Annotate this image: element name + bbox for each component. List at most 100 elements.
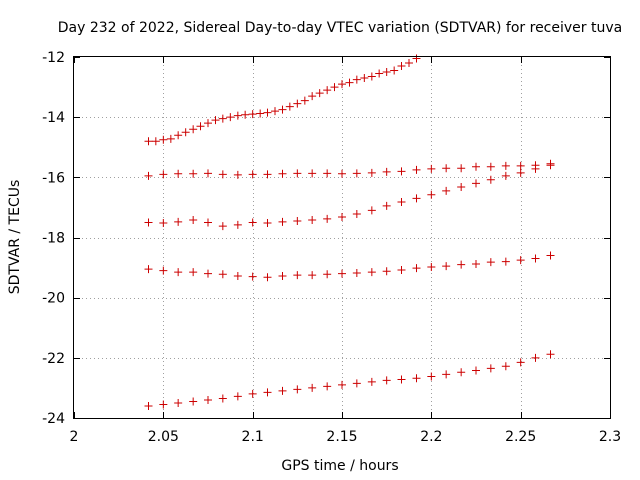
data-point — [144, 218, 153, 227]
data-point — [278, 105, 287, 114]
data-point — [427, 262, 436, 271]
grid — [74, 57, 610, 418]
x-tick-label: 2.25 — [505, 429, 536, 445]
data-point — [204, 119, 212, 128]
data-point — [323, 214, 332, 223]
data-point — [248, 170, 257, 179]
data-point — [546, 161, 555, 170]
data-point — [457, 368, 466, 377]
data-point — [308, 216, 317, 225]
data-point — [241, 110, 250, 119]
x-tick-label: 2.1 — [242, 429, 264, 445]
data-point — [345, 78, 354, 87]
data-point — [397, 62, 406, 71]
data-point — [218, 114, 227, 123]
data-point — [293, 385, 302, 394]
data-point — [263, 170, 272, 179]
data-point — [412, 264, 421, 273]
data-point — [285, 102, 294, 111]
data-point — [159, 219, 168, 228]
data-point — [151, 137, 160, 146]
data-point — [248, 110, 257, 119]
data-point — [486, 162, 495, 171]
data-point — [174, 217, 183, 226]
data-point — [293, 99, 302, 108]
data-point — [338, 380, 346, 389]
data-point — [293, 271, 302, 280]
data-point — [144, 265, 153, 274]
data-point — [367, 72, 376, 81]
series-5 — [144, 350, 555, 410]
data-point — [397, 198, 406, 207]
data-point — [531, 353, 540, 362]
data-point — [233, 220, 242, 229]
data-point — [367, 268, 376, 277]
data-point — [323, 169, 332, 178]
data-point — [360, 74, 369, 83]
data-point — [211, 116, 220, 125]
data-point — [375, 69, 384, 78]
data-point — [233, 272, 242, 281]
data-point — [397, 265, 406, 274]
data-point — [501, 362, 510, 371]
data-point — [226, 113, 235, 122]
data-point — [352, 210, 361, 219]
data-point — [204, 395, 212, 404]
data-point — [442, 370, 451, 379]
y-tick-label: -12 — [42, 50, 65, 66]
data-point — [457, 182, 466, 191]
data-point — [218, 394, 227, 403]
x-tick-label: 2.2 — [420, 429, 442, 445]
data-point — [442, 186, 451, 195]
data-points — [144, 54, 555, 410]
data-point — [516, 256, 525, 265]
data-point — [486, 258, 495, 267]
x-tick-label: 2 — [70, 429, 79, 445]
data-point — [338, 169, 346, 178]
data-point — [472, 366, 480, 375]
data-point — [486, 175, 495, 184]
data-point — [352, 169, 361, 178]
data-point — [427, 372, 436, 381]
data-point — [278, 169, 287, 178]
data-point — [300, 96, 309, 105]
data-point — [367, 377, 376, 386]
data-point — [338, 213, 346, 222]
data-point — [248, 272, 257, 281]
data-point — [412, 54, 421, 63]
data-point — [397, 167, 406, 176]
data-point — [382, 68, 391, 77]
data-point — [144, 137, 153, 146]
data-point — [546, 251, 555, 260]
data-point — [352, 268, 361, 277]
data-point — [204, 269, 212, 278]
data-point — [278, 386, 287, 395]
data-point — [196, 122, 205, 131]
data-point — [233, 111, 242, 120]
y-tick-label: -18 — [42, 231, 65, 247]
data-point — [218, 222, 227, 231]
data-point — [412, 165, 421, 174]
data-point — [405, 59, 413, 68]
data-point — [472, 179, 480, 188]
data-point — [442, 262, 451, 271]
y-tick-label: -24 — [42, 411, 65, 427]
y-tick-label: -20 — [42, 291, 65, 307]
data-point — [248, 389, 257, 398]
series-1 — [144, 54, 421, 146]
data-point — [144, 401, 153, 410]
data-point — [531, 164, 540, 173]
data-point — [278, 272, 287, 281]
data-point — [159, 400, 168, 409]
data-point — [457, 164, 466, 173]
y-tick-label: -14 — [42, 110, 65, 126]
data-point — [382, 201, 391, 210]
data-point — [174, 398, 183, 407]
data-point — [501, 257, 510, 266]
data-point — [427, 164, 436, 173]
data-point — [338, 269, 346, 278]
data-point — [323, 270, 332, 279]
data-point — [308, 92, 317, 101]
data-point — [472, 259, 480, 268]
data-point — [181, 128, 190, 137]
